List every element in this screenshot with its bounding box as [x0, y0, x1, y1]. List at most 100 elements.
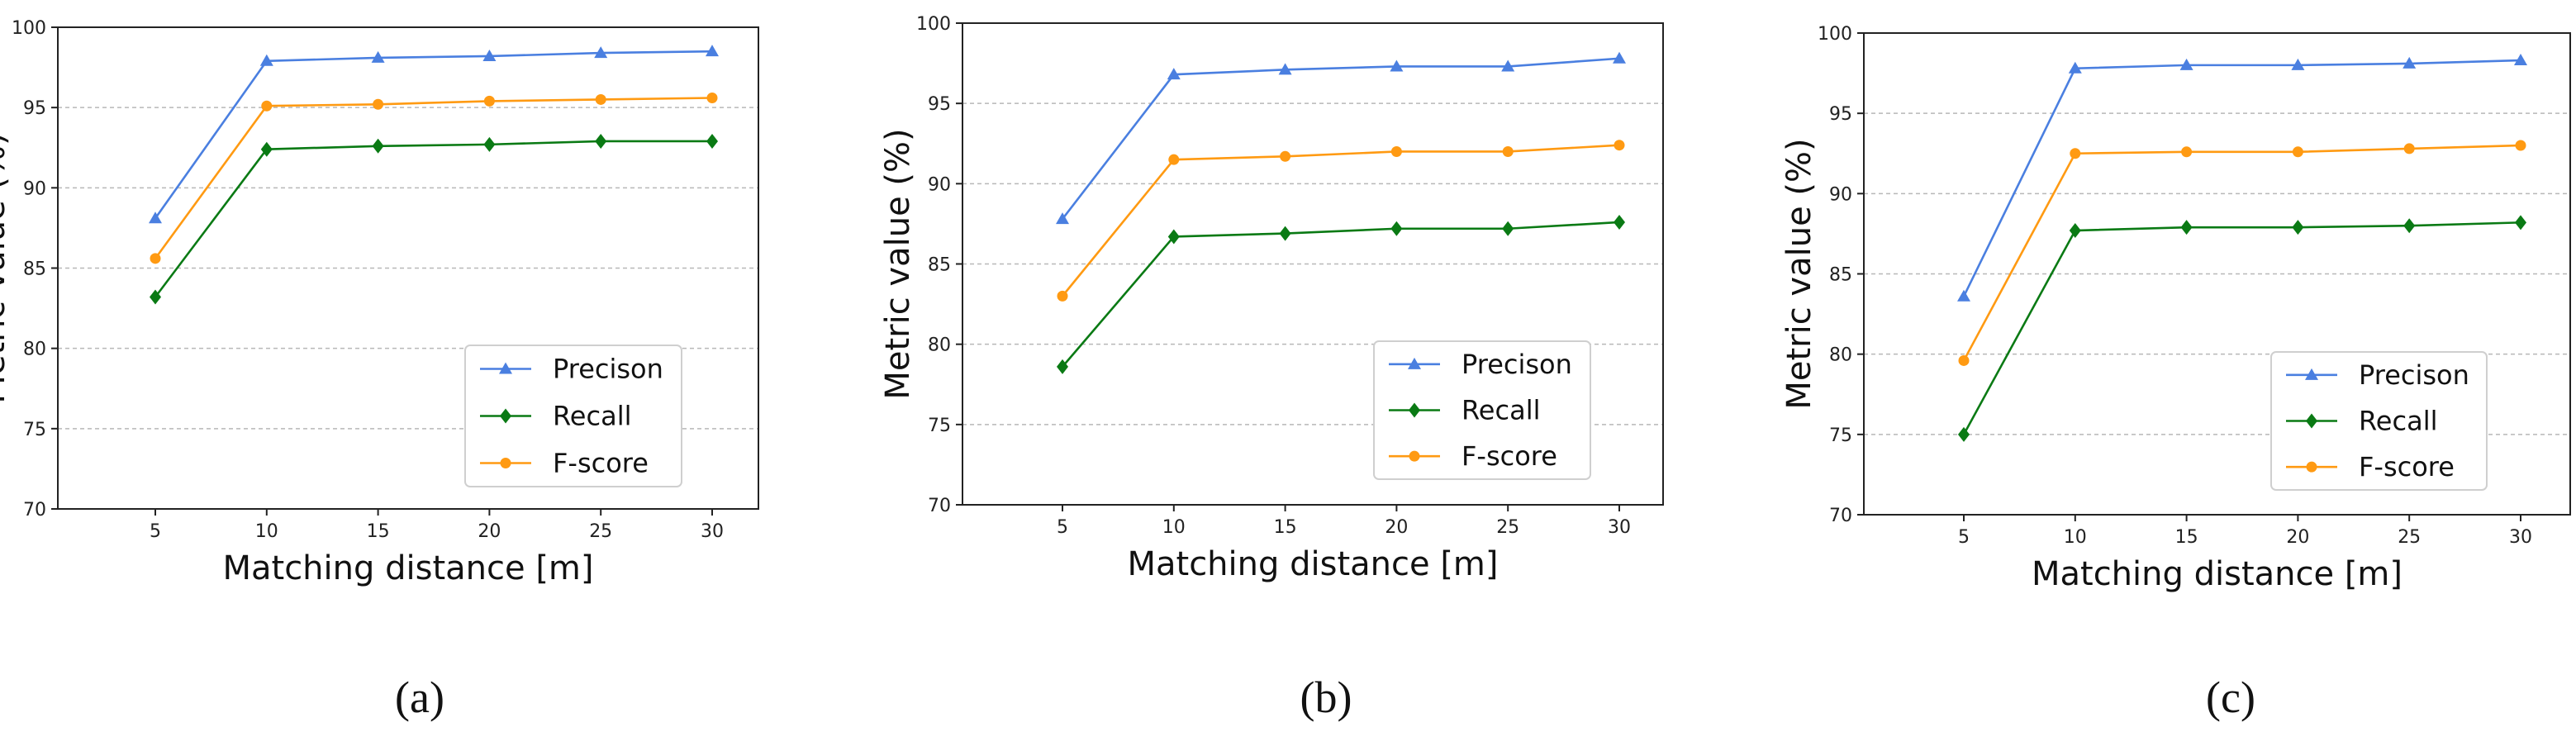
data-point-f-score: [2070, 148, 2081, 159]
data-point-precison: [2291, 58, 2305, 70]
data-point-precison: [2403, 56, 2417, 69]
data-point-precison: [482, 49, 497, 61]
data-point-precison: [1501, 59, 1515, 72]
data-point-recall: [2180, 220, 2193, 235]
data-point-f-score: [2292, 146, 2303, 158]
panel-caption: (a): [395, 673, 444, 722]
y-tick-label: 100: [1818, 24, 1852, 45]
data-point-precison: [259, 54, 273, 66]
data-point-f-score: [1958, 354, 1970, 366]
data-point-recall: [1958, 426, 1970, 442]
legend: Precison Recall F-score: [2270, 351, 2488, 491]
data-point-precison: [1957, 289, 1970, 302]
x-tick-label: 25: [589, 521, 612, 542]
x-tick-label: 20: [2286, 527, 2309, 548]
data-point-recall: [1390, 221, 1403, 236]
data-point-recall: [1057, 359, 1068, 374]
legend-marker-f-score: [2306, 461, 2317, 473]
y-tick-label: 90: [1829, 184, 1852, 205]
legend-label: Precison: [553, 354, 663, 385]
legend-label: F-score: [553, 448, 649, 479]
series-line-recall: [154, 140, 712, 298]
chart-panel-3: 70 75 80 85 90 95 100 5 10 15 20 25 30 Matching dista…: [1780, 24, 2571, 722]
y-axis-label: Metric value (%): [0, 132, 12, 403]
x-tick-label: 5: [150, 521, 161, 542]
y-tick-label: 95: [928, 94, 951, 115]
y-tick-label: 100: [916, 14, 951, 35]
y-tick-label: 75: [928, 416, 951, 436]
legend-marker-recall: [500, 408, 511, 424]
data-point-recall: [706, 133, 718, 149]
data-point-f-score: [1614, 140, 1625, 151]
y-tick-label: 85: [23, 259, 46, 280]
data-point-f-score: [261, 100, 273, 112]
legend-label: Precison: [1461, 349, 1572, 380]
x-tick-label: 25: [1496, 517, 1519, 538]
x-tick-label: 10: [1162, 517, 1186, 538]
data-point-precison: [1056, 212, 1069, 225]
y-tick-label: 80: [1829, 345, 1852, 366]
legend-marker-recall: [2306, 413, 2317, 429]
data-point-f-score: [595, 93, 606, 105]
data-point-recall: [483, 136, 496, 152]
x-tick-label: 10: [2064, 527, 2087, 548]
x-tick-label: 15: [2175, 527, 2198, 548]
x-axis-label: Matching distance [m]: [2032, 555, 2403, 593]
data-point-precison: [1278, 63, 1292, 75]
x-tick-label: 10: [255, 521, 278, 542]
data-point-f-score: [1168, 154, 1180, 165]
y-axis-label: Metric value (%): [1780, 138, 1818, 409]
legend: Precison Recall F-score: [464, 345, 682, 487]
data-point-recall: [1502, 221, 1514, 236]
data-point-recall: [1167, 229, 1180, 245]
legend-marker-precison: [2305, 368, 2318, 380]
y-tick-label: 70: [23, 500, 46, 520]
data-point-recall: [150, 289, 161, 305]
legend: Precison Recall F-score: [1373, 340, 1591, 480]
data-point-precison: [594, 46, 608, 59]
legend-label: F-score: [1461, 440, 1557, 472]
data-point-precison: [1390, 59, 1404, 72]
x-tick-label: 30: [2509, 527, 2532, 548]
legend-marker-recall: [1409, 402, 1420, 418]
y-tick-label: 80: [928, 335, 951, 356]
series-line-recall: [1962, 221, 2521, 435]
series-line-precison: [1061, 57, 1620, 220]
legend-box: [2270, 351, 2488, 491]
data-point-precison: [706, 45, 719, 57]
series-line-f-score: [1962, 144, 2521, 362]
data-point-f-score: [1280, 150, 1291, 162]
x-tick-label: 15: [367, 521, 390, 542]
legend-label: Recall: [553, 401, 631, 432]
y-tick-label: 80: [23, 340, 46, 360]
y-tick-label: 75: [23, 420, 46, 440]
data-point-precison: [1613, 51, 1626, 64]
y-tick-label: 85: [1829, 265, 1852, 286]
data-point-recall: [595, 133, 607, 149]
data-point-recall: [2069, 223, 2081, 239]
legend-marker-precison: [499, 362, 512, 374]
y-tick-label: 70: [928, 496, 951, 516]
data-point-f-score: [483, 95, 495, 107]
chart-panel-2: 70 75 80 85 90 95 100 5 10 15 20 25 30 Matching dista…: [879, 14, 1664, 722]
data-point-f-score: [1057, 290, 1068, 302]
legend-marker-f-score: [500, 458, 511, 468]
x-tick-label: 5: [1057, 517, 1068, 538]
data-point-precison: [2068, 61, 2082, 74]
series-line-precison: [1962, 59, 2521, 297]
series-line-precison: [154, 50, 713, 220]
data-point-recall: [1614, 214, 1625, 230]
data-point-recall: [2403, 218, 2416, 234]
legend-marker-precison: [1408, 357, 1421, 369]
y-tick-label: 100: [12, 18, 46, 39]
data-point-precison: [371, 50, 385, 63]
x-tick-label: 15: [1274, 517, 1297, 538]
data-point-precison: [2514, 54, 2527, 66]
data-point-f-score: [2181, 146, 2193, 158]
y-tick-label: 85: [928, 255, 951, 276]
series-line-f-score: [1061, 144, 1620, 297]
legend-label: Recall: [1461, 395, 1540, 426]
data-point-recall: [2292, 220, 2304, 235]
data-point-f-score: [1390, 145, 1402, 157]
